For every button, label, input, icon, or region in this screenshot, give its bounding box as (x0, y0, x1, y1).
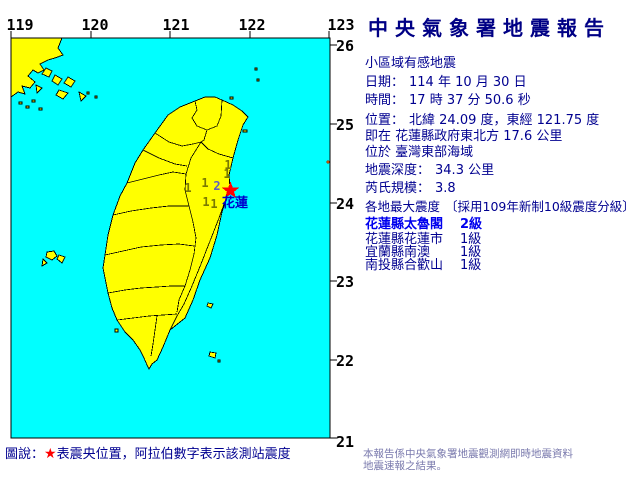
location-line: 位置： 北緯 24.09 度，東經 121.75 度 (365, 109, 599, 128)
islet (35, 84, 43, 94)
islet (94, 95, 98, 99)
report-title: 中央氣象署地震報告 (368, 16, 611, 40)
green-island (206, 302, 214, 309)
intensity-mark: 1 (201, 176, 208, 190)
islet (31, 99, 36, 103)
china-coast (10, 37, 64, 98)
y-axis-label: 25 (336, 116, 355, 134)
islet (55, 89, 69, 100)
date-value: 114 年 10 月 30 日 (409, 75, 527, 90)
time-value: 17 時 37 分 50.6 秒 (409, 93, 531, 108)
islet (25, 105, 30, 109)
station-name: 宜蘭縣南澳 (365, 245, 431, 260)
station-intensity: 1級 (460, 258, 482, 273)
location-label: 位置： (365, 113, 405, 128)
kueishan-island (242, 129, 248, 133)
islet (326, 160, 330, 164)
epicenter-city-label: 花蓮 (222, 195, 248, 211)
x-axis-label: 119 (6, 16, 34, 34)
intensity-mark: 1 (202, 195, 209, 209)
islet (86, 91, 90, 95)
x-axis-label: 120 (81, 16, 109, 34)
epicenter-star-icon (221, 181, 240, 198)
legend-text: 表震央位置，阿拉伯數字表示該測站震度 (56, 447, 291, 462)
y-axis-label: 23 (336, 273, 355, 291)
islet (18, 101, 23, 105)
depth-label: 地震深度： (365, 163, 431, 178)
orchid-island (208, 351, 217, 359)
date-label: 日期： (365, 75, 405, 90)
keelung-islet (229, 96, 234, 100)
report-subtitle: 小區域有感地震 (365, 56, 457, 71)
legend: 圖說：★表震央位置，阿拉伯數字表示該測站震度 (5, 443, 291, 462)
depth-line: 地震深度： 34.3 公里 (365, 159, 494, 178)
intensity-mark: 1 (223, 167, 230, 181)
xiaoliuqiu-island (114, 328, 119, 333)
y-axis-label: 26 (336, 37, 355, 55)
x-axis-label: 123 (327, 16, 355, 34)
intensity-marks: 1 1 1 2 1 1 1 (184, 158, 231, 211)
intensity-mark: 1 (184, 181, 191, 195)
islet (41, 67, 53, 78)
pengjia-islet (254, 67, 258, 71)
magnitude-label: 芮氏規模： (365, 181, 431, 196)
islet (38, 107, 43, 111)
station-row: 南投縣合歡山 1級 (365, 254, 565, 273)
station-row: 花蓮縣花蓮市 1級 (365, 228, 565, 247)
penghu-islands (56, 254, 66, 264)
station-name: 南投縣合歡山 (365, 258, 444, 273)
penghu-islands (41, 258, 48, 267)
penghu-islands (45, 250, 58, 261)
disclaimer-line1: 本報告係中央氣象署地震觀測網即時地震資料 (363, 448, 573, 460)
x-axis-label: 122 (238, 16, 266, 34)
intensity-mark: 1 (210, 197, 217, 211)
mianhua-islet (256, 78, 260, 82)
y-axis-label: 21 (336, 433, 355, 451)
islet (78, 91, 87, 102)
county-boundaries (104, 99, 234, 357)
y-axis-label: 22 (336, 352, 355, 370)
location-relative-line: 即在 花蓮縣政府東北方 17.6 公里 (365, 129, 563, 144)
y-axis-label: 24 (336, 195, 355, 213)
epicenter-star-legend-icon: ★ (44, 446, 57, 462)
station-intensity: 1級 (460, 232, 482, 247)
taiwan-map: 1 1 1 2 1 1 1 花蓮 (10, 31, 337, 439)
location-area-line: 位於 臺灣東部海域 (365, 145, 474, 160)
latitude-ticks (330, 44, 337, 439)
station-row: 宜蘭縣南澳 1級 (365, 241, 565, 260)
intensity-mark: 2 (213, 179, 220, 193)
time-line: 時間： 17 時 37 分 50.6 秒 (365, 89, 531, 108)
legend-prefix: 圖說： (5, 447, 45, 462)
islet (217, 359, 221, 363)
intensity-mark: 1 (224, 158, 231, 172)
magnitude-value: 3.8 (435, 181, 456, 196)
intensity-header-label: 各地最大震度 (365, 199, 441, 214)
intensity-header: 各地最大震度 〔採用109年新制10級震度分級〕 (365, 196, 635, 215)
magnitude-line: 芮氏規模： 3.8 (365, 177, 456, 196)
depth-value: 34.3 公里 (435, 163, 495, 178)
disclaimer-line2: 地震速報之結果。 (363, 459, 447, 472)
station-name: 花蓮縣太魯閣 (365, 217, 444, 232)
station-intensity: 2級 (460, 217, 483, 232)
location-value: 北緯 24.09 度，東經 121.75 度 (409, 113, 600, 128)
disclaimer: 本報告係中央氣象署地震觀測網即時地震資料 地震速報之結果。 (363, 448, 573, 472)
time-label: 時間： (365, 93, 405, 108)
islet (63, 76, 76, 88)
station-row: 花蓮縣太魯閣 2級 (365, 213, 565, 232)
intensity-header-note: 〔採用109年新制10級震度分級〕 (445, 199, 635, 214)
x-axis-label: 121 (162, 16, 190, 34)
islet (51, 74, 63, 86)
date-line: 日期： 114 年 10 月 30 日 (365, 71, 527, 90)
taiwan-island (102, 96, 249, 370)
station-intensity: 1級 (460, 245, 482, 260)
longitude-ticks (10, 31, 330, 38)
station-name: 花蓮縣花蓮市 (365, 232, 444, 247)
